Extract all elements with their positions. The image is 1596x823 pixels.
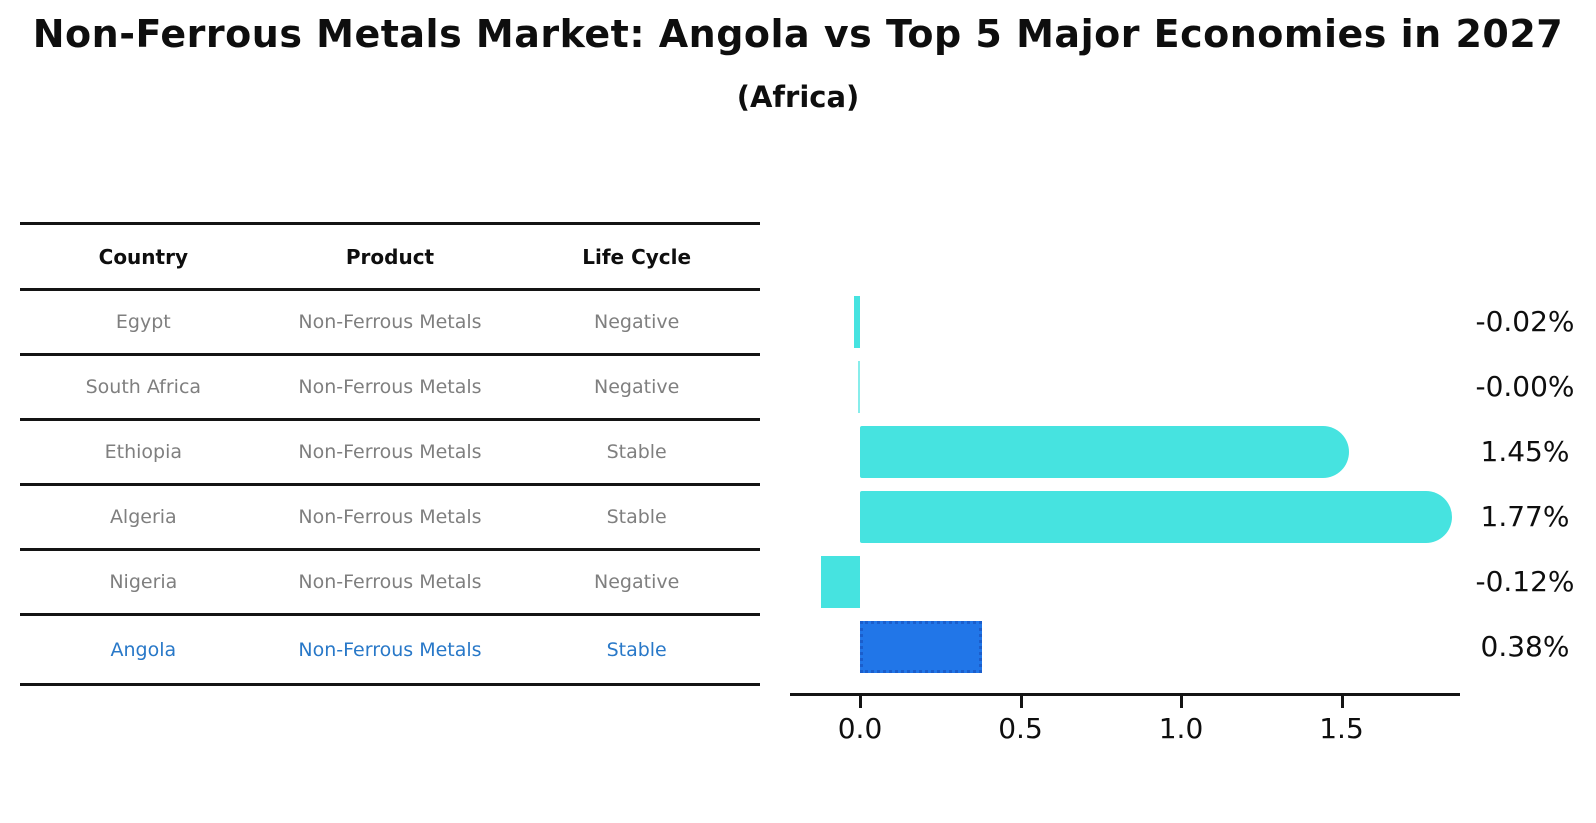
cell-country: Angola bbox=[110, 638, 177, 661]
bar-angola bbox=[860, 621, 982, 673]
cell-product: Non-Ferrous Metals bbox=[298, 311, 482, 333]
x-axis-tick bbox=[1340, 696, 1344, 708]
cell-life-cycle: Negative bbox=[594, 571, 680, 593]
cell-country: Ethiopia bbox=[104, 441, 183, 463]
table-header-cell: Product bbox=[345, 244, 435, 269]
chart-subtitle: (Africa) bbox=[736, 80, 860, 114]
table-row: Ethiopia Non-Ferrous Metals Stable bbox=[20, 421, 760, 486]
value-label: 1.45% bbox=[1480, 435, 1570, 468]
cell-country: South Africa bbox=[85, 376, 202, 398]
cell-product: Non-Ferrous Metals bbox=[298, 571, 482, 593]
x-axis-line bbox=[790, 693, 1460, 696]
bar-ethiopia bbox=[860, 426, 1350, 478]
cell-life-cycle: Stable bbox=[606, 441, 667, 463]
cell-product: Non-Ferrous Metals bbox=[298, 506, 482, 528]
x-axis-tick bbox=[1180, 696, 1183, 708]
x-axis-tick bbox=[859, 696, 862, 708]
table-row: South Africa Non-Ferrous Metals Negative bbox=[20, 356, 760, 421]
chart-title: Non-Ferrous Metals Market: Angola vs Top… bbox=[32, 12, 1564, 56]
table-row: Angola Non-Ferrous Metals Stable bbox=[20, 616, 760, 686]
bar-egypt bbox=[853, 296, 860, 348]
x-tick-label: 0.5 bbox=[998, 712, 1043, 745]
cell-product: Non-Ferrous Metals bbox=[298, 376, 482, 398]
value-label: -0.12% bbox=[1475, 565, 1575, 598]
x-axis-tick bbox=[1019, 696, 1023, 708]
cell-product: Non-Ferrous Metals bbox=[298, 441, 482, 463]
cell-country: Algeria bbox=[109, 506, 177, 528]
bar-nigeria bbox=[821, 556, 860, 608]
value-label: 1.77% bbox=[1480, 500, 1570, 533]
x-tick-label: 1.5 bbox=[1319, 712, 1364, 745]
table-row: Nigeria Non-Ferrous Metals Negative bbox=[20, 551, 760, 616]
cell-life-cycle: Negative bbox=[594, 376, 680, 398]
bar-algeria bbox=[860, 491, 1453, 543]
table-row: Egypt Non-Ferrous Metals Negative bbox=[20, 291, 760, 356]
bar-south-africa bbox=[858, 361, 860, 413]
x-tick-label: 1.0 bbox=[1158, 712, 1204, 745]
cell-country: Egypt bbox=[115, 311, 171, 333]
cell-product: Non-Ferrous Metals bbox=[298, 638, 482, 661]
cell-life-cycle: Stable bbox=[606, 506, 667, 528]
table-header-cell: Life Cycle bbox=[582, 244, 692, 269]
cell-life-cycle: Negative bbox=[594, 311, 680, 333]
cell-life-cycle: Stable bbox=[606, 638, 667, 661]
value-label: -0.00% bbox=[1475, 370, 1575, 403]
table-row: Algeria Non-Ferrous Metals Stable bbox=[20, 486, 760, 551]
table-header-cell: Country bbox=[98, 244, 188, 269]
country-table: Country Product Life Cycle Egypt Non-Ferrous… bbox=[20, 222, 760, 686]
table-header-row: Country Product Life Cycle bbox=[20, 225, 760, 291]
value-label: 0.38% bbox=[1480, 630, 1570, 663]
value-label: -0.02% bbox=[1475, 305, 1575, 338]
x-tick-label: 0.0 bbox=[837, 712, 883, 745]
cell-country: Nigeria bbox=[109, 571, 178, 593]
